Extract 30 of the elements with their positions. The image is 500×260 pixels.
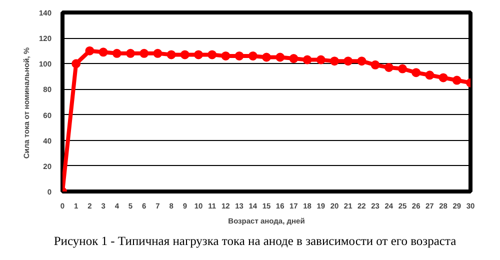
point <box>180 50 190 60</box>
point <box>384 62 394 72</box>
point <box>98 48 108 57</box>
point <box>330 56 339 66</box>
point <box>208 50 217 60</box>
point <box>302 55 312 64</box>
point <box>398 64 407 74</box>
point <box>262 52 271 62</box>
point <box>276 52 285 62</box>
point <box>248 51 258 60</box>
point <box>72 59 81 68</box>
point <box>316 55 326 64</box>
point <box>85 46 94 56</box>
point <box>412 68 421 78</box>
point <box>357 56 366 66</box>
point <box>370 60 380 70</box>
point <box>194 50 203 60</box>
point <box>425 70 434 80</box>
point <box>112 48 122 58</box>
point <box>289 54 298 64</box>
point <box>234 51 244 60</box>
point <box>344 56 353 66</box>
text: Рисунок 1 - Типичная нагрузка тока на аноде в зависимости от его возраста <box>54 233 456 250</box>
point <box>140 48 149 58</box>
point <box>221 51 230 60</box>
point <box>452 76 462 85</box>
point <box>438 73 448 82</box>
point <box>153 48 162 58</box>
point <box>166 50 176 60</box>
point <box>126 48 135 58</box>
